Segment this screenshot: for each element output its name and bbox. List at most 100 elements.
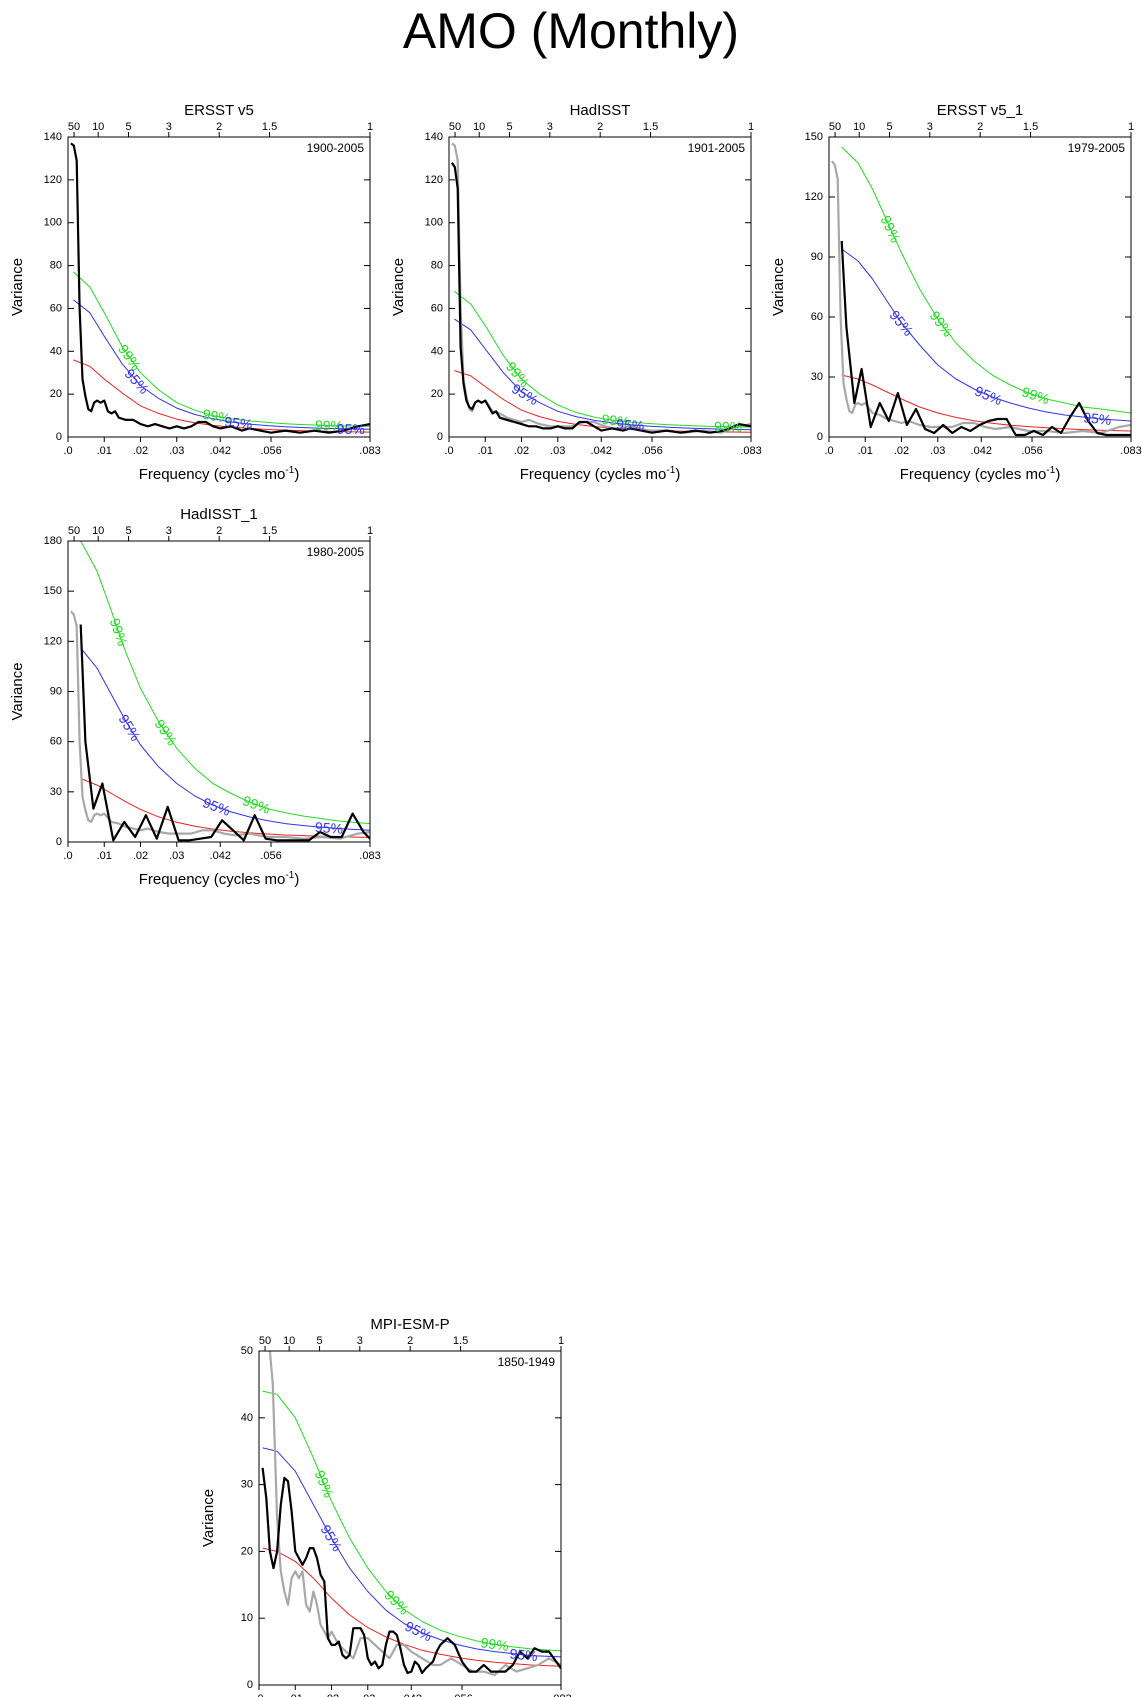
curve-label: 95% [1083, 409, 1113, 428]
top-tick-label: 1 [1128, 121, 1134, 133]
y-axis-label: Variance [200, 1489, 217, 1547]
top-tick-label: 2 [977, 121, 983, 133]
spectrum-chart: 99%95%99%95% 99%95%020406080100120140.0.0… [9, 102, 381, 483]
x-tick-label: .083 [1120, 445, 1141, 457]
curve-label: 95% [224, 413, 254, 432]
series-line [450, 162, 751, 434]
chart-title: HadISST_1 [180, 506, 258, 523]
top-tick-label: 5 [506, 121, 512, 133]
top-tick-label: 10 [283, 1335, 295, 1347]
x-tick-label: .056 [451, 1693, 472, 1697]
curve-label: 95% [972, 383, 1004, 409]
top-tick-label: 5 [125, 121, 131, 133]
x-axis-label-exp: -1 [1046, 465, 1055, 476]
series-group [831, 146, 1131, 437]
y-tick-label: 80 [50, 260, 62, 272]
x-tick-label: .056 [641, 445, 662, 457]
period-label: 1900-2005 [307, 141, 365, 155]
y-axis-label: Variance [9, 662, 26, 720]
x-tick-label: .056 [260, 445, 281, 457]
x-axis-label-end: ) [675, 466, 680, 483]
top-tick-label: 1.5 [262, 525, 277, 537]
x-tick-label: .083 [740, 445, 761, 457]
top-tick-label: 2 [407, 1335, 413, 1347]
y-tick-label: 40 [241, 1412, 253, 1424]
top-tick-label: 5 [316, 1335, 322, 1347]
series-line [70, 610, 370, 840]
y-tick-label: 0 [56, 836, 62, 848]
top-tick-label: 1.5 [453, 1335, 468, 1347]
series-line [80, 541, 370, 825]
curve-label: 99% [1020, 383, 1052, 407]
chart-title: ERSST v5_1 [937, 102, 1023, 119]
period-label: 1850-1949 [498, 1355, 556, 1369]
x-axis-label-exp: -1 [285, 870, 294, 881]
series-line [73, 299, 370, 430]
curve-label: 99% [480, 1634, 510, 1654]
top-tick-label: 50 [449, 121, 461, 133]
spectrum-chart: 99%95% 99%95% 99%95%0306090120150.0.01.02.… [770, 102, 1142, 483]
top-tick-label: 3 [547, 121, 553, 133]
x-tick-label: .03 [360, 1693, 375, 1697]
chart-title: MPI-ESM-P [370, 1316, 449, 1333]
curve-label: 99% [107, 616, 131, 648]
x-tick-label: .042 [210, 445, 231, 457]
top-tick-label: 1 [748, 121, 754, 133]
top-tick-label: 1.5 [1023, 121, 1038, 133]
x-tick-label: .056 [260, 850, 281, 862]
x-axis-label-exp: -1 [285, 465, 294, 476]
top-tick-label: 10 [473, 121, 485, 133]
x-tick-label: .0 [63, 850, 72, 862]
x-axis-label-main: Frequency (cycles mo [900, 466, 1047, 483]
top-tick-label: 2 [216, 525, 222, 537]
x-tick-label: .042 [210, 850, 231, 862]
series-line [268, 1351, 561, 1677]
x-tick-label: .01 [97, 850, 112, 862]
y-tick-label: 120 [44, 174, 62, 186]
y-tick-label: 90 [811, 251, 823, 263]
x-axis-label-end: ) [294, 466, 299, 483]
top-tick-label: 10 [92, 121, 104, 133]
top-tick-label: 50 [68, 525, 80, 537]
period-label: 1979-2005 [1068, 141, 1126, 155]
top-tick-label: 50 [259, 1335, 271, 1347]
y-tick-label: 20 [50, 388, 62, 400]
curve-label: 99% [241, 792, 273, 817]
y-axis-label: Variance [9, 258, 26, 316]
x-axis-label-main: Frequency (cycles mo [139, 466, 286, 483]
curve-label: 99% [927, 308, 957, 340]
period-label: 1901-2005 [688, 141, 746, 155]
x-tick-label: .02 [894, 445, 909, 457]
curve-label: 99% [601, 411, 631, 430]
y-tick-label: 80 [431, 260, 443, 272]
curve-label: 95% [509, 1645, 539, 1664]
curve-label: 95% [402, 1618, 434, 1645]
x-tick-label: .0 [824, 445, 833, 457]
x-tick-label: .042 [971, 445, 992, 457]
x-tick-label: .056 [1021, 445, 1042, 457]
y-tick-label: 0 [247, 1679, 253, 1691]
x-tick-label: .0 [254, 1693, 263, 1697]
y-tick-label: 120 [805, 191, 823, 203]
y-tick-label: 150 [44, 585, 62, 597]
series-group [261, 1351, 561, 1677]
y-tick-label: 0 [56, 431, 62, 443]
x-axis-label-main: Frequency (cycles mo [520, 466, 667, 483]
plot-frame [67, 540, 371, 843]
series-line [841, 374, 1131, 432]
top-tick-label: 10 [853, 121, 865, 133]
x-axis-label: Frequency (cycles mo-1) [139, 465, 300, 483]
y-tick-label: 60 [50, 736, 62, 748]
x-tick-label: .042 [401, 1693, 422, 1697]
x-tick-label: .02 [133, 850, 148, 862]
y-tick-label: 100 [44, 217, 62, 229]
x-tick-label: .02 [133, 445, 148, 457]
series-group [70, 142, 370, 434]
series-line [80, 778, 370, 838]
y-tick-label: 20 [241, 1545, 253, 1557]
y-tick-label: 60 [811, 311, 823, 323]
curve-label: 95% [115, 711, 143, 743]
top-tick-label: 3 [357, 1335, 363, 1347]
y-tick-label: 40 [50, 345, 62, 357]
